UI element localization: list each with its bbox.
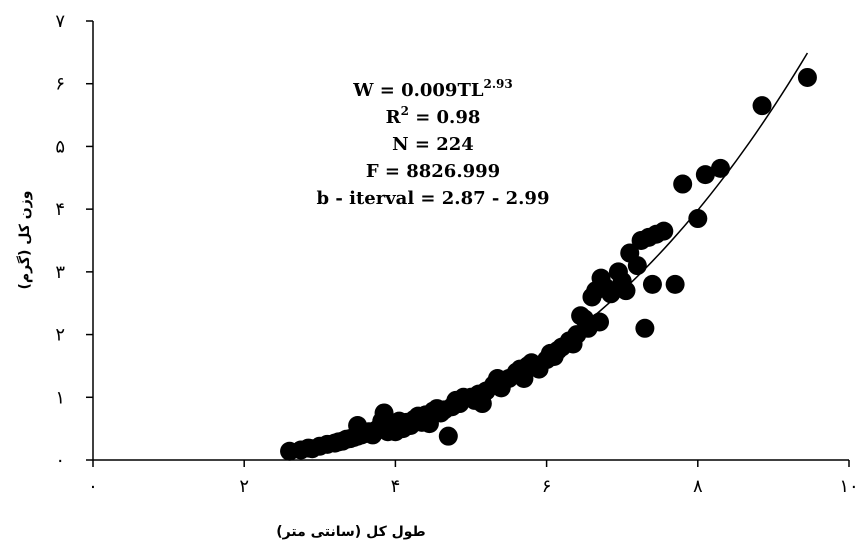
- y-tick-label: ۶: [55, 74, 65, 95]
- y-tick-label: ۳: [55, 262, 65, 283]
- x-tick-label: ۰: [88, 476, 98, 497]
- data-point: [635, 318, 655, 338]
- data-point: [601, 284, 621, 304]
- data-point: [654, 221, 674, 241]
- annotation-superscript: 2: [401, 104, 409, 118]
- x-tick-label: ۲: [239, 476, 249, 497]
- y-tick-label: ۷: [55, 11, 65, 32]
- data-point: [590, 312, 610, 332]
- data-point: [688, 209, 708, 229]
- annotation-line: W = 0.009TL2.93: [352, 77, 512, 101]
- data-point: [616, 281, 636, 301]
- y-tick-label: ۰: [55, 450, 65, 471]
- annotation-tail: = 0.98: [409, 107, 480, 128]
- data-point: [710, 158, 730, 178]
- x-axis-title: طول کل (سانتی متر): [276, 524, 425, 540]
- data-point: [665, 274, 685, 294]
- trend-line: [289, 52, 809, 452]
- x-tick-label: ۴: [391, 476, 401, 497]
- x-tick-label: ۱۰: [839, 476, 858, 497]
- y-tick-label: ۵: [55, 136, 65, 157]
- regression-annotation: W = 0.009TL2.93 R2 = 0.98 N = 224 F = 8826.…: [317, 77, 550, 209]
- data-point: [627, 256, 647, 276]
- x-tick-label: ۶: [542, 476, 552, 497]
- data-point: [695, 165, 715, 185]
- data-point: [438, 426, 458, 446]
- y-tick-label: ۱: [55, 387, 65, 408]
- annotation-superscript: 2.93: [484, 77, 513, 91]
- data-point: [752, 96, 772, 116]
- y-axis-title: وزن کل (گرم): [16, 190, 33, 289]
- data-point: [642, 274, 662, 294]
- y-tick-label: ۴: [55, 199, 65, 220]
- annotation-line: N = 224: [392, 134, 474, 155]
- annotation-line: F = 8826.999: [366, 161, 500, 182]
- data-point: [673, 174, 693, 194]
- data-point: [797, 67, 817, 87]
- annotation-line: R2 = 0.98: [386, 104, 481, 128]
- x-tick-label: ۸: [693, 476, 703, 497]
- annotation-line: b - iterval = 2.87 - 2.99: [317, 188, 550, 209]
- y-tick-label: ۲: [55, 325, 65, 346]
